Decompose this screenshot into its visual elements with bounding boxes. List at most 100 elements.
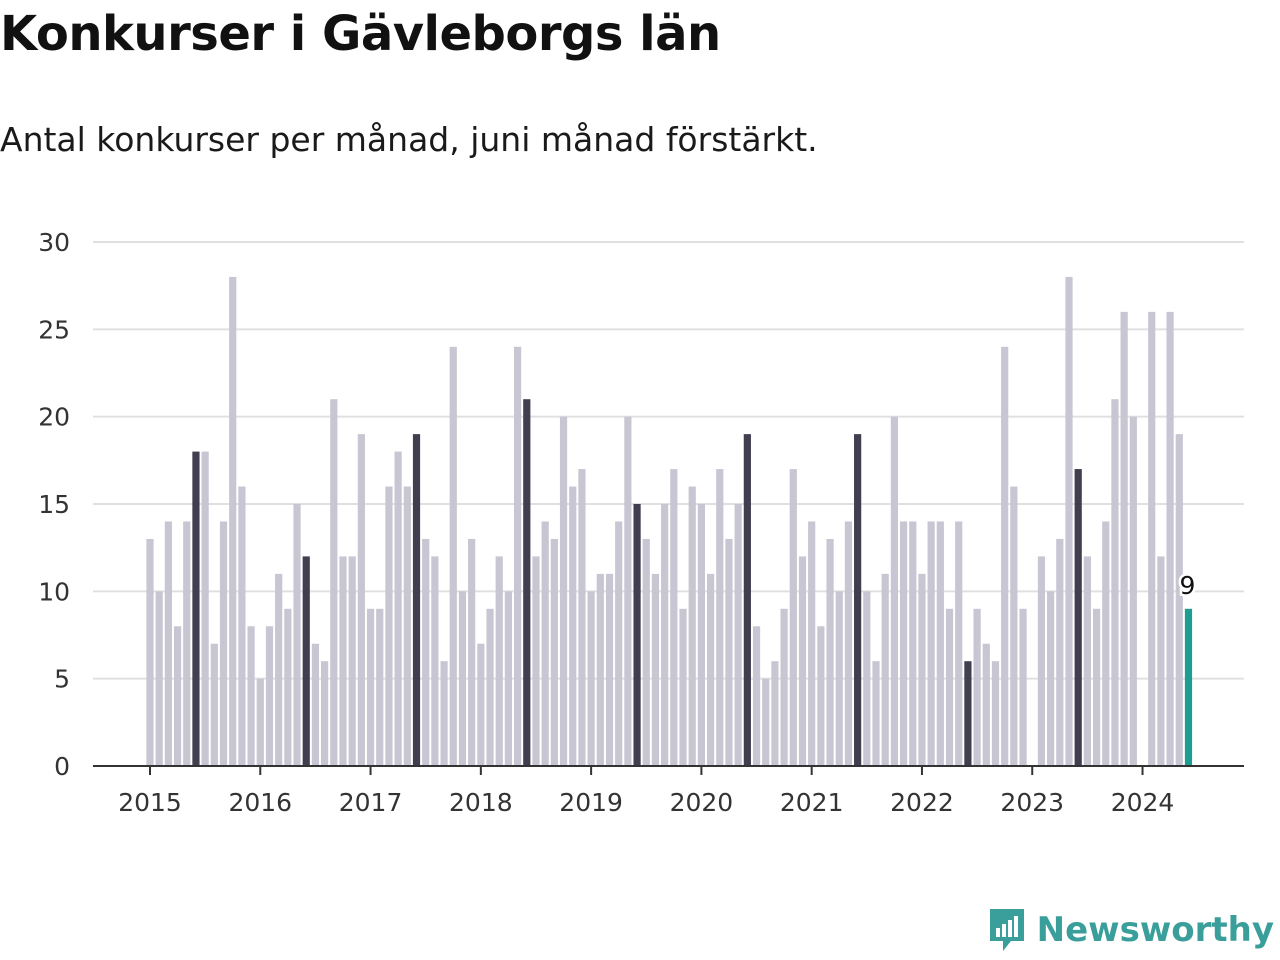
bar <box>394 451 402 766</box>
bar <box>918 573 926 766</box>
data-label: 9 <box>1180 571 1196 600</box>
bar <box>366 608 375 766</box>
bar <box>642 538 650 766</box>
bar <box>706 573 715 766</box>
bar <box>688 486 696 766</box>
bar <box>955 521 963 766</box>
bar <box>173 626 182 766</box>
bar <box>1065 276 1073 766</box>
y-tick-label: 0 <box>54 752 70 781</box>
bar <box>716 469 724 766</box>
bar <box>541 521 549 766</box>
bar <box>468 538 476 766</box>
bar <box>431 556 439 766</box>
bar <box>890 416 898 766</box>
bar <box>1129 416 1137 766</box>
bar <box>449 346 457 766</box>
y-tick-label: 5 <box>54 665 70 694</box>
bar <box>357 434 365 766</box>
bar <box>523 399 531 766</box>
bar <box>486 608 494 766</box>
bar <box>596 573 604 766</box>
chart-title: Konkurser i Gävleborgs län <box>0 6 721 62</box>
bar <box>936 521 944 766</box>
bar <box>578 469 586 766</box>
bar <box>559 416 568 766</box>
bar <box>743 434 751 766</box>
bar <box>927 521 935 766</box>
bar <box>256 678 264 766</box>
bar <box>458 591 467 766</box>
bar <box>284 608 292 766</box>
bar <box>661 504 669 766</box>
x-tick-label: 2016 <box>228 788 292 817</box>
bar <box>293 504 301 766</box>
bar <box>854 434 862 766</box>
bar <box>605 573 614 766</box>
bar <box>789 469 797 766</box>
bar <box>734 504 742 766</box>
x-tick-label: 2018 <box>449 788 513 817</box>
bar <box>771 661 779 766</box>
x-axis-ticks: 2015 2016 2017 2018 2019 2020 2021 2022 2023 2024 <box>118 766 1174 817</box>
bars <box>146 276 1193 766</box>
bar <box>1047 591 1055 766</box>
bar <box>504 591 513 766</box>
bar <box>1102 521 1110 766</box>
bar <box>164 521 172 766</box>
newsworthy-logo-text: Newsworthy <box>1036 910 1274 950</box>
bar <box>146 538 154 766</box>
bar <box>1010 486 1018 766</box>
bar <box>201 451 209 766</box>
bar <box>247 626 255 766</box>
bar <box>1148 311 1156 766</box>
bar <box>945 608 954 766</box>
bar <box>265 626 274 766</box>
bar <box>670 469 678 766</box>
bar <box>651 573 660 766</box>
bar <box>1037 556 1046 766</box>
bar <box>302 556 310 766</box>
bar <box>155 591 163 766</box>
bar <box>348 556 356 766</box>
bar <box>817 626 825 766</box>
bar <box>569 486 577 766</box>
x-tick-label: 2020 <box>670 788 734 817</box>
bar <box>881 573 889 766</box>
bar <box>321 661 329 766</box>
bar <box>440 661 448 766</box>
bar <box>1019 608 1027 766</box>
bar <box>1074 469 1082 766</box>
x-tick-label: 2015 <box>118 788 182 817</box>
bar <box>909 521 917 766</box>
y-tick-label: 10 <box>38 577 70 606</box>
bar <box>219 521 228 766</box>
bar <box>1120 311 1128 766</box>
bar <box>412 434 421 766</box>
bar <box>1001 346 1009 766</box>
bar <box>339 556 347 766</box>
bar <box>587 591 595 766</box>
x-tick-label: 2022 <box>890 788 954 817</box>
bar <box>973 608 981 766</box>
y-tick-label: 30 <box>38 228 70 257</box>
chart-subtitle: Antal konkurser per månad, juni månad fö… <box>0 120 818 159</box>
bar <box>624 416 632 766</box>
bar <box>1157 556 1165 766</box>
x-tick-label: 2021 <box>780 788 844 817</box>
y-tick-label: 20 <box>38 403 70 432</box>
bar <box>798 556 807 766</box>
bar <box>1083 556 1091 766</box>
bar <box>752 626 761 766</box>
bar <box>725 538 733 766</box>
bar <box>1166 311 1174 766</box>
bar <box>762 678 770 766</box>
bar <box>385 486 393 766</box>
x-tick-label: 2019 <box>559 788 623 817</box>
bar <box>826 538 834 766</box>
bar <box>330 399 338 766</box>
y-axis-tick-labels: 0 5 10 15 20 25 30 <box>38 228 70 781</box>
bar <box>633 504 641 766</box>
bar <box>679 608 687 766</box>
